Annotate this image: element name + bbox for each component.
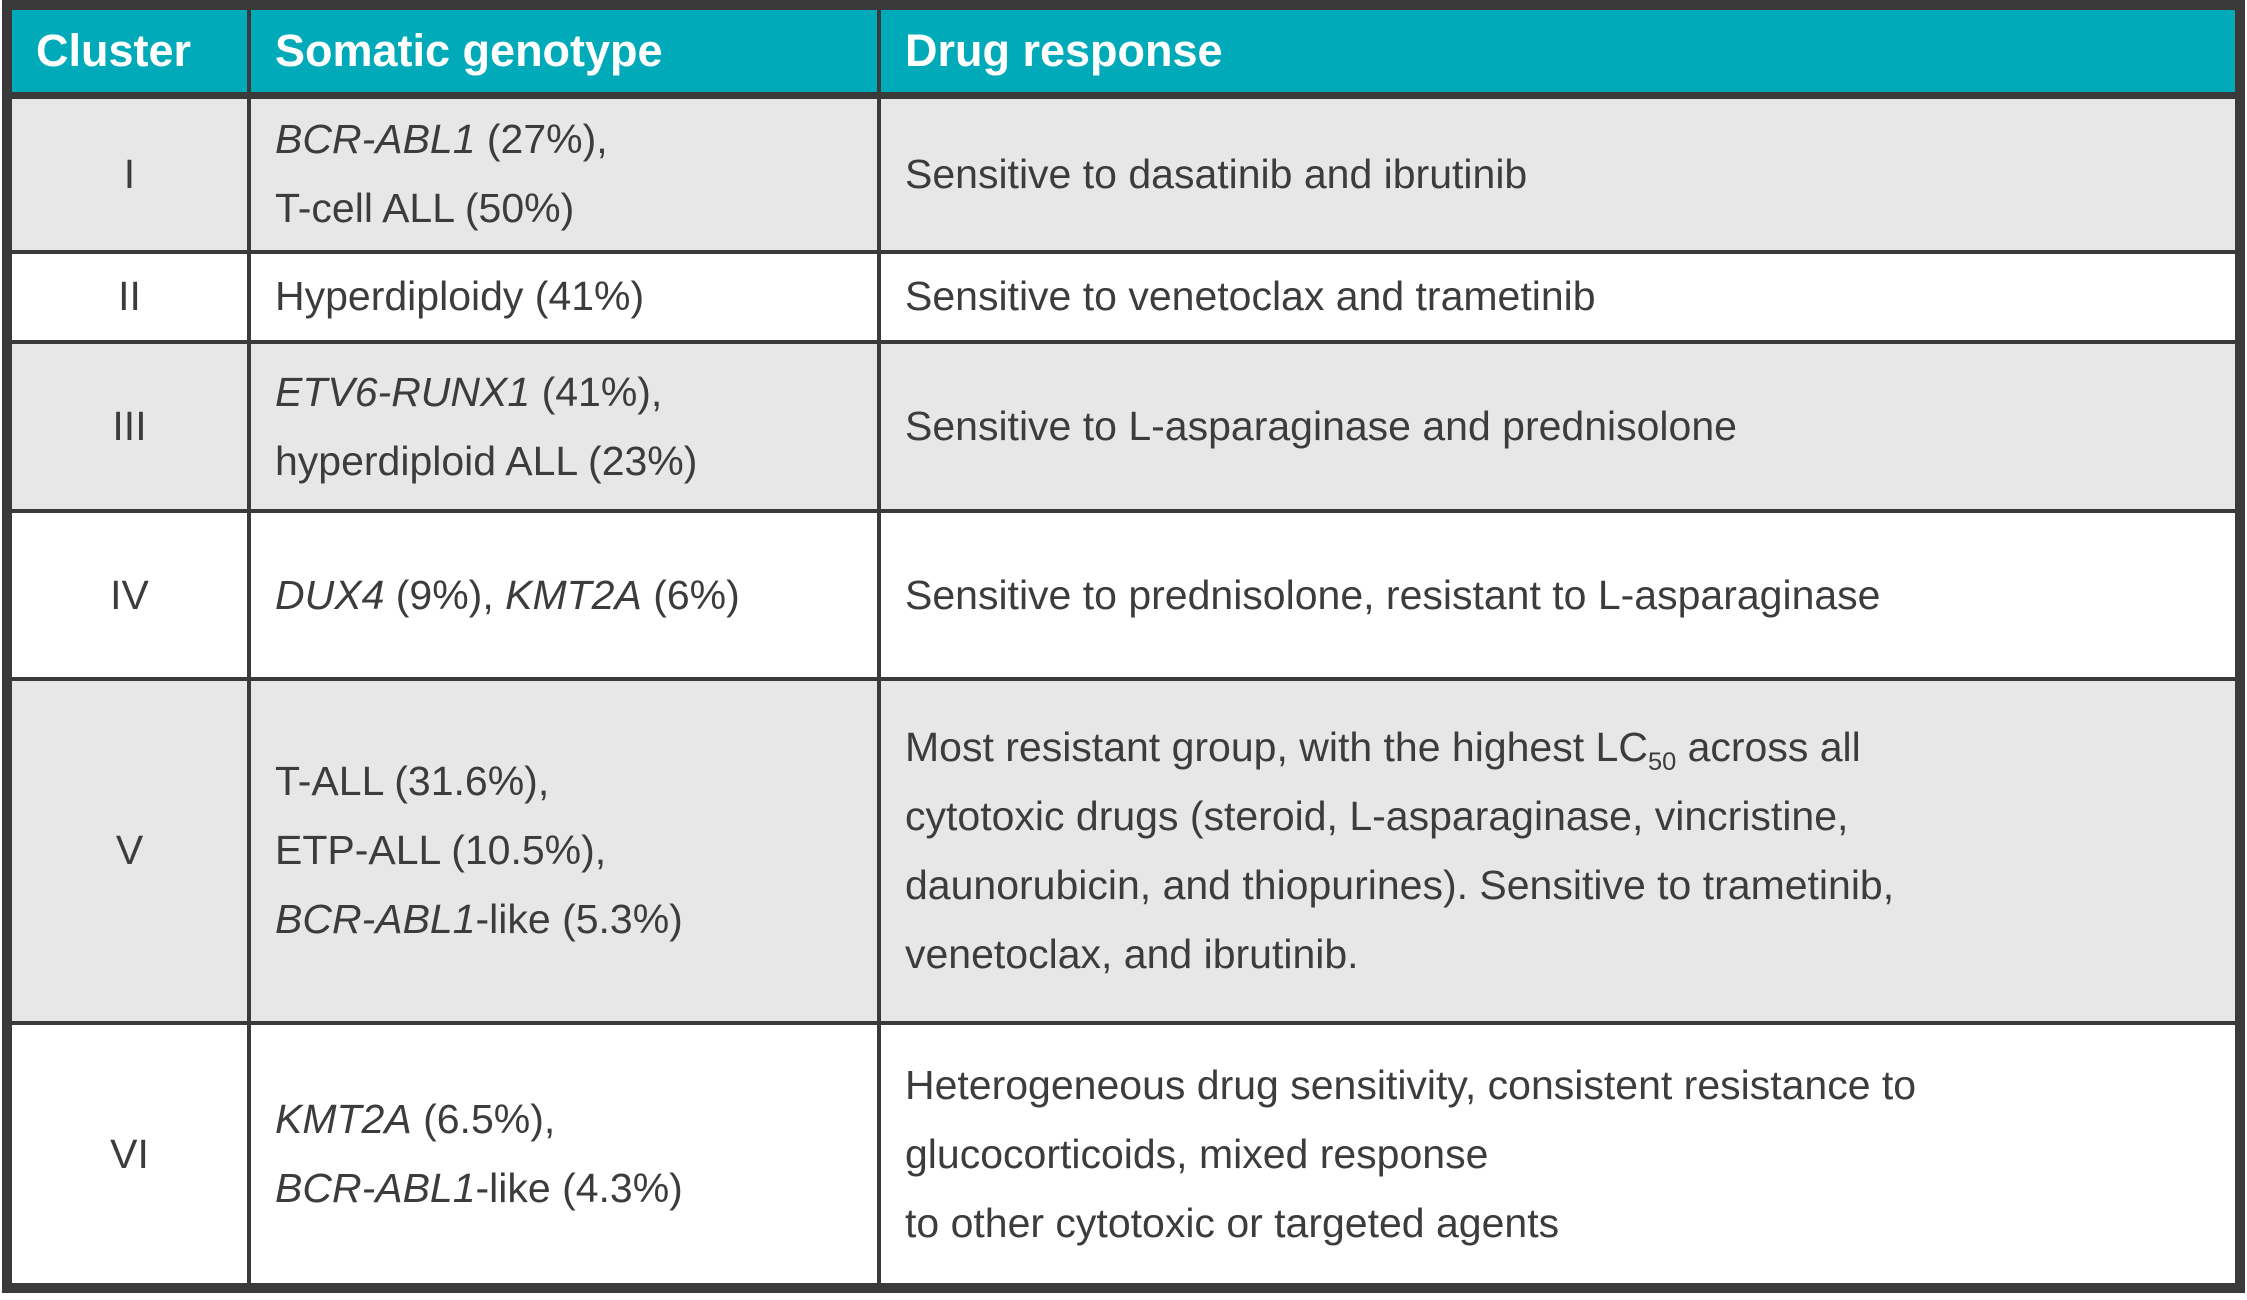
cluster-cell: VI	[5, 1021, 251, 1290]
table-body: I BCR-ABL1 (27%), T-cell ALL (50%) Sensit…	[5, 93, 2242, 1290]
response-cell: Sensitive to dasatinib and ibrutinib	[877, 93, 2242, 254]
cluster-cell: V	[5, 676, 251, 1026]
header-somatic-genotype: Somatic genotype	[247, 3, 881, 99]
table-row: III ETV6-RUNX1 (41%), hyperdiploid ALL (2…	[5, 340, 2242, 514]
table-row: V T-ALL (31.6%), ETP-ALL (10.5%), BCR-ABL1…	[5, 676, 2242, 1026]
table-row: I BCR-ABL1 (27%), T-cell ALL (50%) Sensit…	[5, 93, 2242, 254]
table-row: II Hyperdiploidy (41%) Sensitive to vene…	[5, 249, 2242, 345]
cluster-cell: III	[5, 340, 251, 514]
genotype-cell: ETV6-RUNX1 (41%), hyperdiploid ALL (23%)	[247, 340, 881, 514]
response-cell: Heterogeneous drug sensitivity, consiste…	[877, 1021, 2242, 1290]
genotype-cell: Hyperdiploidy (41%)	[247, 249, 881, 345]
table-row: VI KMT2A (6.5%), BCR-ABL1-like (4.3%) Het…	[5, 1021, 2242, 1290]
response-cell: Sensitive to L-asparaginase and predniso…	[877, 340, 2242, 514]
response-cell: Sensitive to prednisolone, resistant to …	[877, 509, 2242, 681]
cluster-cell: II	[5, 249, 251, 345]
header-row: Cluster Somatic genotype Drug response	[5, 3, 2242, 99]
table-row: IV DUX4 (9%), KMT2A (6%) Sensitive to pr…	[5, 509, 2242, 681]
cluster-cell: IV	[5, 509, 251, 681]
header-drug-response: Drug response	[877, 3, 2242, 99]
response-cell: Sensitive to venetoclax and trametinib	[877, 249, 2242, 345]
header-cluster: Cluster	[5, 3, 251, 99]
genotype-cell: BCR-ABL1 (27%), T-cell ALL (50%)	[247, 93, 881, 254]
genotype-cell: DUX4 (9%), KMT2A (6%)	[247, 509, 881, 681]
genotype-cell: T-ALL (31.6%), ETP-ALL (10.5%), BCR-ABL1-l…	[247, 676, 881, 1026]
genotype-cell: KMT2A (6.5%), BCR-ABL1-like (4.3%)	[247, 1021, 881, 1290]
response-cell: Most resistant group, with the highest L…	[877, 676, 2242, 1026]
cluster-cell: I	[5, 93, 251, 254]
